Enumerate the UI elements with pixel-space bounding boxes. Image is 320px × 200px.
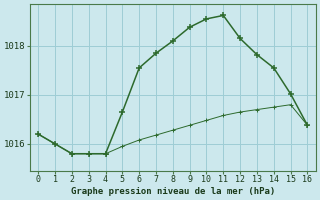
X-axis label: Graphe pression niveau de la mer (hPa): Graphe pression niveau de la mer (hPa) — [71, 187, 275, 196]
